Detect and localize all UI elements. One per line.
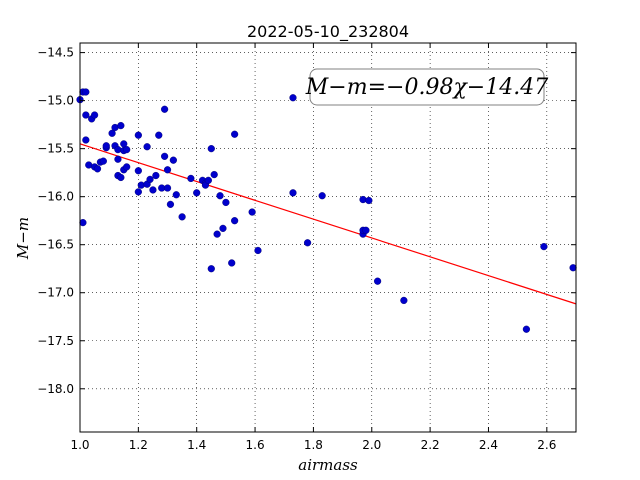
data-point: [207, 145, 215, 153]
data-point: [143, 143, 151, 151]
data-point: [210, 170, 218, 179]
data-point: [187, 174, 195, 183]
data-point: [289, 189, 297, 197]
data-point: [117, 122, 125, 130]
y-tick-label: −15.5: [37, 142, 74, 156]
data-point: [569, 264, 577, 272]
data-point: [134, 188, 142, 196]
x-axis-ticks: 1.0 1.2 1.4 1.6 1.8 2.0 2.2 2.4 2.6: [70, 43, 556, 452]
data-point: [172, 191, 180, 199]
data-point: [228, 259, 236, 267]
data-point: [108, 129, 116, 137]
data-point: [540, 243, 548, 251]
x-tick-label: 2.6: [537, 438, 556, 452]
x-tick-label: 1.2: [129, 438, 148, 452]
y-tick-label: −17.5: [37, 334, 74, 348]
data-point: [146, 175, 154, 183]
data-point: [254, 246, 262, 255]
data-point: [82, 111, 90, 119]
x-tick-label: 2.2: [421, 438, 440, 452]
y-tick-label: −17.0: [37, 286, 74, 300]
data-point: [303, 239, 312, 247]
data-point: [161, 152, 169, 160]
x-tick-label: 1.8: [304, 438, 323, 452]
x-tick-label: 2.0: [362, 438, 381, 452]
data-point: [99, 157, 107, 165]
x-axis-label: airmass: [298, 456, 358, 474]
data-point: [222, 198, 230, 207]
data-point: [120, 140, 128, 148]
data-point: [248, 208, 256, 216]
chart-title: 2022-05-10_232804: [247, 22, 409, 42]
data-point: [204, 176, 212, 184]
data-point: [79, 219, 87, 227]
fit-equation: M−m=−0.98χ−14.47: [305, 75, 548, 100]
data-point: [102, 142, 110, 150]
data-point: [166, 200, 175, 208]
data-point: [207, 265, 215, 273]
y-tick-label: −16.0: [37, 190, 74, 204]
data-point: [149, 186, 157, 194]
x-tick-label: 2.4: [479, 438, 498, 452]
data-point: [134, 131, 142, 139]
y-tick-label: −14.5: [37, 46, 74, 60]
data-point: [213, 230, 221, 238]
data-point: [374, 277, 382, 285]
x-tick-label: 1.4: [187, 438, 206, 452]
data-point: [152, 171, 160, 180]
y-tick-label: −18.0: [37, 382, 74, 396]
y-axis-label: M−m: [14, 217, 32, 260]
data-point: [216, 192, 224, 200]
data-point: [123, 163, 131, 171]
data-point: [231, 217, 239, 225]
data-point: [219, 224, 227, 232]
data-point: [114, 155, 122, 163]
data-point: [123, 146, 131, 154]
data-point: [178, 213, 186, 221]
x-tick-label: 1.0: [70, 438, 89, 452]
x-tick-label: 1.6: [246, 438, 265, 452]
data-point: [163, 184, 172, 192]
data-point: [161, 105, 169, 113]
data-points: [76, 88, 577, 333]
data-point: [400, 296, 408, 305]
y-tick-label: −16.5: [37, 238, 74, 252]
y-axis-ticks: −14.5 −15.0 −15.5 −16.0 −16.5 −17.0 −17.5 −18.0: [37, 46, 576, 396]
data-point: [90, 111, 99, 119]
plot-frame: [79, 42, 577, 433]
data-point: [169, 156, 177, 164]
fit-line-layer: [79, 143, 577, 305]
fit-line: [79, 143, 577, 305]
data-point: [365, 196, 373, 205]
data-point: [93, 165, 102, 173]
data-point: [155, 131, 163, 139]
data-point: [82, 88, 90, 96]
data-point: [289, 94, 297, 102]
data-point: [231, 130, 239, 138]
data-point: [362, 226, 370, 234]
y-tick-label: −15.0: [37, 94, 74, 108]
data-point: [318, 192, 326, 200]
data-point: [193, 189, 201, 197]
fit-equation-box: M−m=−0.98χ−14.47: [305, 68, 548, 106]
data-point: [163, 166, 172, 174]
data-point: [82, 136, 90, 144]
data-point: [134, 167, 142, 175]
fit-equation-frame: [309, 68, 545, 106]
data-point: [522, 325, 531, 333]
data-point: [117, 173, 125, 182]
